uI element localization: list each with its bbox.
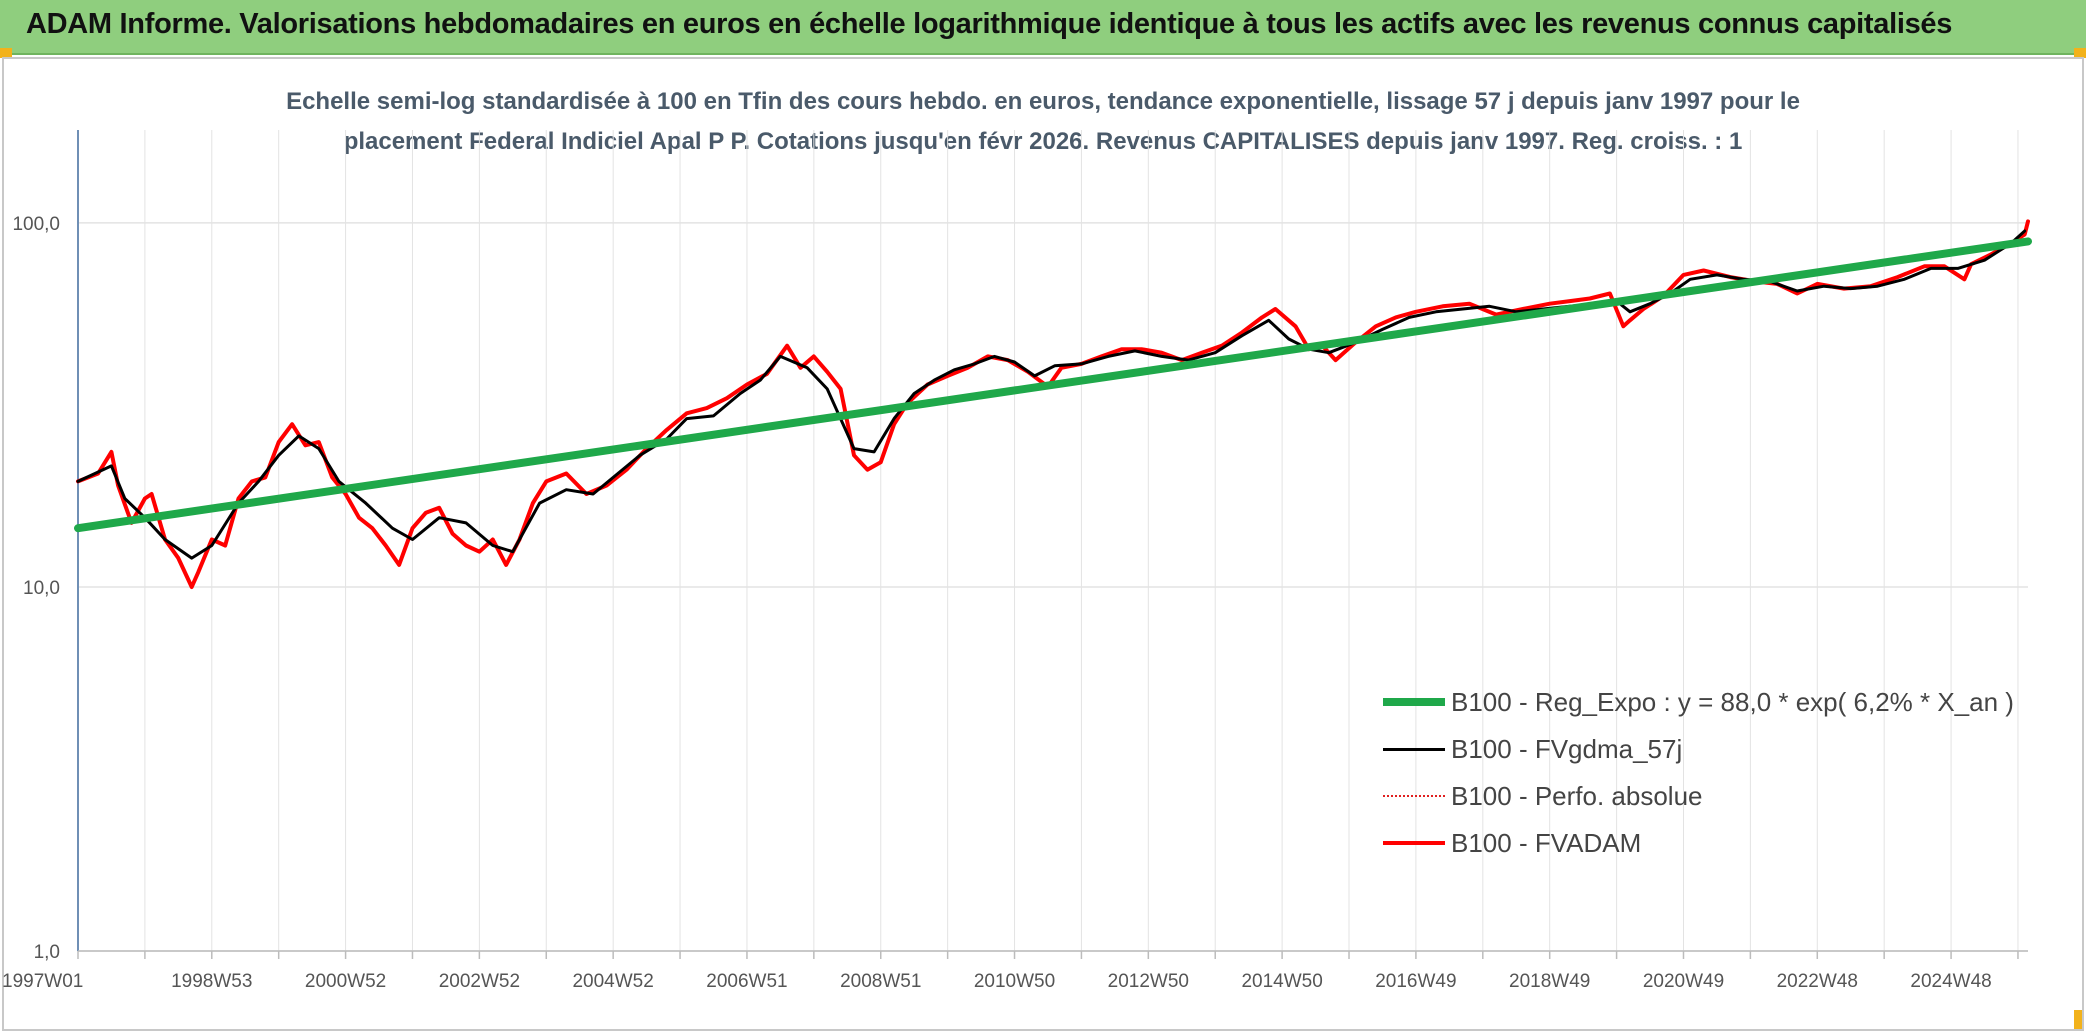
x-tick-label: 2010W50 [974,971,1055,992]
x-tick-label: 2024W48 [1910,971,1991,992]
legend-label: B100 - FVADAM [1451,828,1642,858]
x-tick-label: 2014W50 [1241,971,1322,992]
x-tick-label: 2020W49 [1643,971,1724,992]
x-tick-label: 2018W49 [1509,971,1590,992]
legend-swatch [1383,698,1445,706]
chart-subtitle-line2: placement Federal Indiciel Apal P P. Cot… [343,128,1743,155]
x-tick-label: 2004W52 [572,971,653,992]
chart-frame [2,57,2084,1031]
legend-swatch [1383,841,1445,845]
legend-swatch [1383,795,1445,797]
x-tick-label: 1998W53 [171,971,252,992]
y-tick-label: 10,0 [23,578,60,599]
y-tick-label: 1,0 [34,942,60,963]
x-tick-label: 2016W49 [1375,971,1456,992]
corner-mark-top-left [0,48,12,58]
x-tick-label: 2000W52 [305,971,386,992]
series-line-reg [74,237,2032,533]
legend-label: B100 - Reg_Expo : y = 88,0 * exp( 6,2% *… [1451,687,2014,717]
corner-mark-bottom-right [2074,1010,2082,1030]
y-tick-label: 100,0 [12,214,60,235]
x-tick-label: 1997W01 [2,971,83,992]
series-line-smooth [76,229,2027,560]
chart-subtitle-line1: Echelle semi-log standardisée à 100 en T… [286,88,1800,115]
x-tick-label: 2008W51 [840,971,921,992]
legend-swatch [1383,747,1445,751]
legend-label: B100 - FVgdma_57j [1451,734,1683,764]
chart-title: ADAM Informe. Valorisations hebdomadaire… [26,8,1953,40]
x-tick-label: 2006W51 [706,971,787,992]
x-tick-label: 2012W50 [1108,971,1189,992]
x-tick-label: 2022W48 [1777,971,1858,992]
legend-label: B100 - Perfo. absolue [1451,781,1703,811]
series-line-fvadam [76,219,2030,589]
title-banner: ADAM Informe. Valorisations hebdomadaire… [0,0,2086,55]
corner-mark-top-right [2074,48,2086,58]
x-tick-label: 2002W52 [439,971,520,992]
